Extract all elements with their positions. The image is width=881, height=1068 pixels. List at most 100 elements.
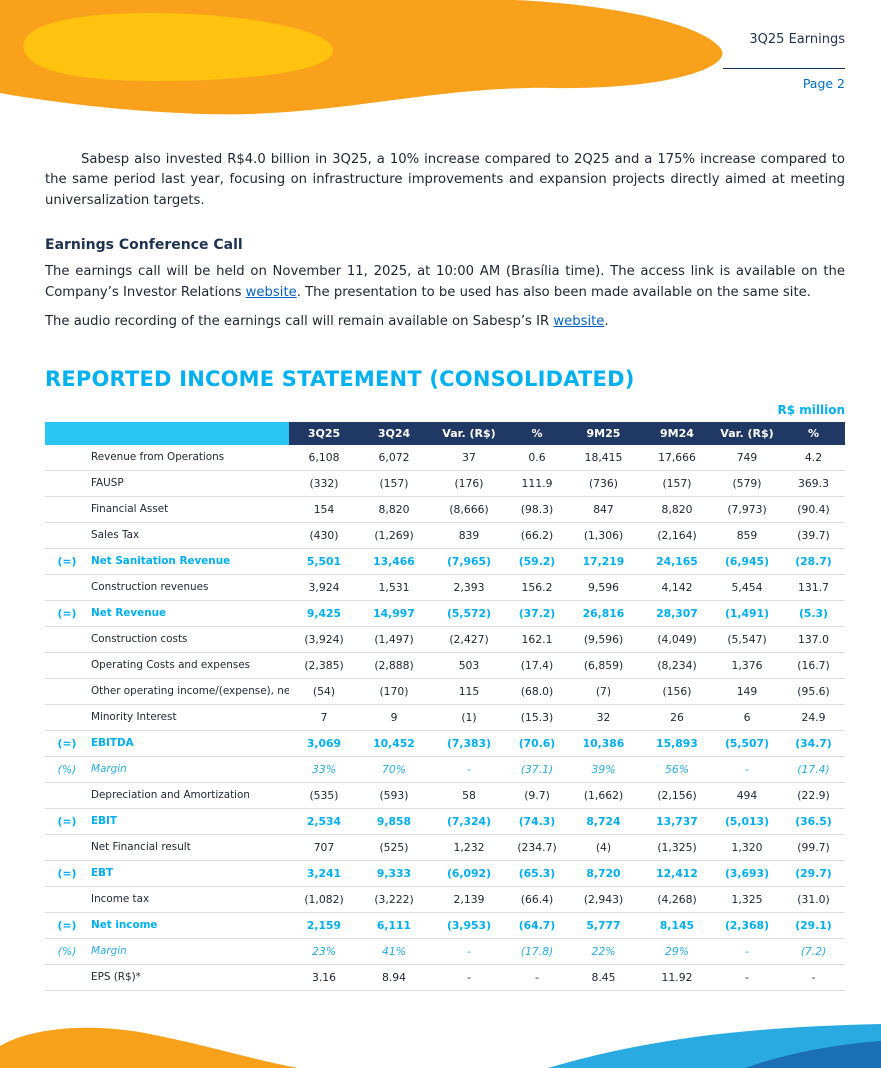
row-label: Margin — [89, 756, 289, 783]
cell-value: 26,816 — [565, 600, 642, 627]
table-header-row: 3Q25 3Q24 Var. (R$)% 9M25 9M24 Var. (R$)% — [45, 421, 845, 445]
table-row: Sales Tax (430) (1,269) 839 (66.2) (1,306) (2,… — [45, 522, 845, 549]
cell-value: - — [712, 964, 782, 991]
cell-value: (37.2) — [509, 600, 565, 627]
cell-value: (5,547) — [712, 626, 782, 653]
cell-value: (176) — [429, 470, 509, 497]
table-row: Revenue from Operations 6,108 6,072 37 0.6 18… — [45, 444, 845, 471]
row-label: Construction revenues — [89, 574, 289, 601]
cell-value: (1,491) — [712, 600, 782, 627]
cell-value: 111.9 — [509, 470, 565, 497]
cell-value: (579) — [712, 470, 782, 497]
table-row: EPS (R$)* 3.16 8.94- -8.45 11.92- - — [45, 964, 845, 991]
cell-value: (3,924) — [289, 626, 359, 653]
cell-value: 39% — [565, 756, 642, 783]
cell-value: 149 — [712, 678, 782, 705]
cell-value: 154 — [289, 496, 359, 523]
cell-value: 13,466 — [359, 548, 429, 575]
row-label: Financial Asset — [89, 496, 289, 523]
cell-value: 12,412 — [642, 860, 712, 887]
cell-value: (1,306) — [565, 522, 642, 549]
cell-value: 162.1 — [509, 626, 565, 653]
row-prefix — [45, 522, 89, 549]
cell-value: (5,572) — [429, 600, 509, 627]
row-prefix — [45, 704, 89, 731]
cell-value: (64.7) — [509, 912, 565, 939]
row-prefix: (=) — [45, 912, 89, 939]
cell-value: 33% — [289, 756, 359, 783]
cell-value: (7) — [565, 678, 642, 705]
cell-value: 6,108 — [289, 444, 359, 471]
table-row: (=) Net income 2,159 6,111 (3,953) (64.7) 5,77… — [45, 912, 845, 939]
row-prefix — [45, 574, 89, 601]
cell-value: (1,325) — [642, 834, 712, 861]
cell-value: (2,164) — [642, 522, 712, 549]
cell-value: 9,333 — [359, 860, 429, 887]
cell-value: 22% — [565, 938, 642, 965]
row-label: Revenue from Operations — [89, 444, 289, 471]
cell-value: 15,893 — [642, 730, 712, 757]
cell-value: (8,666) — [429, 496, 509, 523]
cell-value: 839 — [429, 522, 509, 549]
column-header-3: % — [509, 421, 565, 445]
row-prefix: (%) — [45, 756, 89, 783]
cell-value: 1,320 — [712, 834, 782, 861]
row-label: EPS (R$)* — [89, 964, 289, 991]
cell-value: (17.4) — [782, 756, 845, 783]
cell-value: (6,092) — [429, 860, 509, 887]
row-label: EBITDA — [89, 730, 289, 757]
cell-value: (34.7) — [782, 730, 845, 757]
cell-value: (65.3) — [509, 860, 565, 887]
page-number: Page 2 — [802, 76, 845, 91]
table-row: Net Financial result 707 (525) 1,232 (234.7)… — [45, 834, 845, 861]
cell-value: 115 — [429, 678, 509, 705]
cell-value: 137.0 — [782, 626, 845, 653]
row-label: Income tax — [89, 886, 289, 913]
cell-value: (59.2) — [509, 548, 565, 575]
cell-value: (74.3) — [509, 808, 565, 835]
cell-value: (4,268) — [642, 886, 712, 913]
cell-value: (2,156) — [642, 782, 712, 809]
column-header-4: 9M25 — [565, 421, 642, 445]
unit-label: R$ million — [777, 402, 845, 417]
cell-value: 1,232 — [429, 834, 509, 861]
cell-value: (3,222) — [359, 886, 429, 913]
cell-value: 8,820 — [642, 496, 712, 523]
row-label: FAUSP — [89, 470, 289, 497]
cell-value: 9,596 — [565, 574, 642, 601]
row-label: EBIT — [89, 808, 289, 835]
cell-value: 70% — [359, 756, 429, 783]
cell-value: (90.4) — [782, 496, 845, 523]
cell-value: 6,111 — [359, 912, 429, 939]
ir-website-link[interactable]: website — [245, 284, 297, 300]
table-row: Construction revenues 3,924 1,531 2,393 156.… — [45, 574, 845, 601]
cell-value: 3.16 — [289, 964, 359, 991]
row-prefix — [45, 678, 89, 705]
cell-value: (4,049) — [642, 626, 712, 653]
cell-value: (8,234) — [642, 652, 712, 679]
yellow-blob-shape — [23, 13, 334, 81]
row-prefix: (=) — [45, 808, 89, 835]
ir-audio-website-link[interactable]: website — [553, 314, 605, 330]
cell-value: 749 — [712, 444, 782, 471]
cell-value: 8,820 — [359, 496, 429, 523]
report-title: 3Q25 Earnings — [749, 32, 845, 47]
row-label: Net Revenue — [89, 600, 289, 627]
cell-value: 10,386 — [565, 730, 642, 757]
cell-value: 24.9 — [782, 704, 845, 731]
cell-value: 5,454 — [712, 574, 782, 601]
cell-value: (1,662) — [565, 782, 642, 809]
cell-value: 8,724 — [565, 808, 642, 835]
cell-value: (157) — [642, 470, 712, 497]
cell-value: (29.1) — [782, 912, 845, 939]
cell-value: 56% — [642, 756, 712, 783]
column-header-1: 3Q24 — [359, 421, 429, 445]
table-row: (=) EBITDA 3,069 10,452 (7,383) (70.6) 10,386 1… — [45, 730, 845, 757]
cell-value: (2,368) — [712, 912, 782, 939]
cell-value: 9,425 — [289, 600, 359, 627]
cell-value: 3,069 — [289, 730, 359, 757]
cell-value: (66.4) — [509, 886, 565, 913]
row-prefix: (=) — [45, 548, 89, 575]
cell-value: 494 — [712, 782, 782, 809]
cell-value: - — [429, 964, 509, 991]
